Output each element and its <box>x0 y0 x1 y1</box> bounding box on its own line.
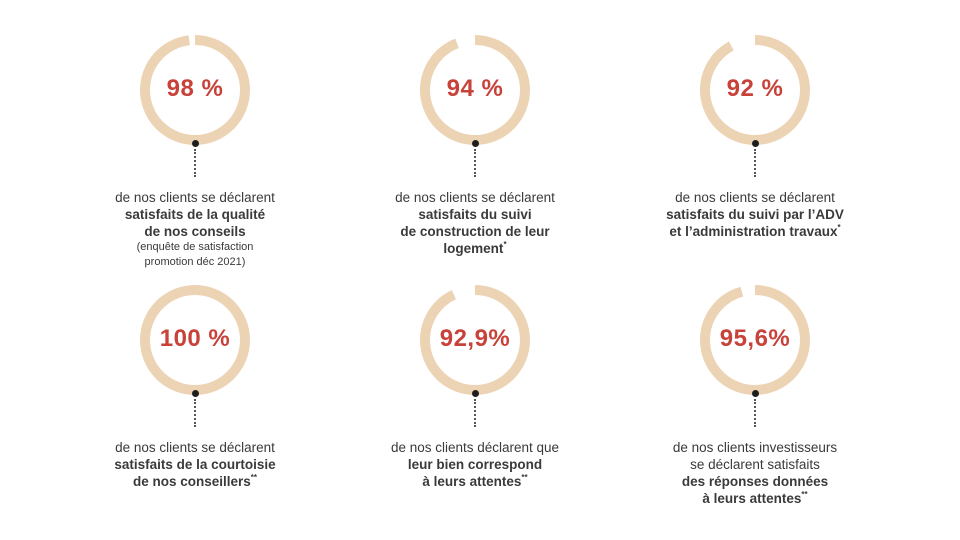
description-text: à leurs attentes <box>702 491 802 506</box>
description-line: et l’administration travaux* <box>605 223 905 240</box>
dotted-connector <box>194 399 196 427</box>
stat-description: de nos clients se déclarent satisfaits du… <box>325 189 625 257</box>
footnote-mark: * <box>837 223 841 232</box>
connector-dot <box>471 390 479 397</box>
description-text: de nos clients se déclarent <box>675 190 835 205</box>
description-line: leur bien correspond <box>325 456 625 473</box>
description-line: se déclarent satisfaits <box>605 456 905 473</box>
description-text: de construction de leur <box>400 224 550 239</box>
description-text: de nos conseillers <box>132 474 251 489</box>
description-line: logement* <box>325 240 625 257</box>
description-text: de nos conseils <box>144 224 246 239</box>
stat-description: de nos clients se déclarent satisfaits de… <box>45 439 345 490</box>
dotted-connector <box>194 149 196 177</box>
description-text: se déclarent satisfaits <box>690 457 820 472</box>
connector-dot <box>191 140 199 147</box>
dotted-connector <box>474 149 476 177</box>
stat-description: de nos clients déclarent que leur bien co… <box>325 439 625 490</box>
description-line: satisfaits de la qualité <box>45 206 345 223</box>
description-line: de nos clients déclarent que <box>325 439 625 456</box>
percent-value: 92,9% <box>439 325 511 352</box>
description-line: satisfaits de la courtoisie <box>45 456 345 473</box>
description-line: de nos clients se déclarent <box>45 439 345 456</box>
dotted-connector <box>754 399 756 427</box>
stat-block: 94 % de nos clients se déclarent satisfait… <box>325 35 625 275</box>
description-line: de nos clients investisseurs <box>605 439 905 456</box>
description-line: de nos clients se déclarent <box>325 189 625 206</box>
connector-dot <box>471 140 479 147</box>
description-text: à leurs attentes <box>422 474 522 489</box>
stat-description: de nos clients se déclarent satisfaits de… <box>45 189 345 270</box>
description-line: à leurs attentes** <box>605 490 905 507</box>
footnote-mark: ** <box>801 490 808 499</box>
survey-note: promotion déc 2021) <box>144 256 246 268</box>
description-line: de nos clients se déclarent <box>45 189 345 206</box>
percent-value: 100 % <box>159 325 231 352</box>
description-text: de nos clients investisseurs <box>672 440 838 455</box>
description-text: de nos clients se déclarent <box>115 190 275 205</box>
percent-value: 92 % <box>726 75 784 102</box>
stat-description: de nos clients se déclarent satisfaits du… <box>605 189 905 240</box>
stat-description: de nos clients investisseurs se déclarent… <box>605 439 905 507</box>
description-text: satisfaits du suivi par l’ADV <box>666 207 844 222</box>
description-text: et l’administration travaux <box>669 224 838 239</box>
connector-dot <box>751 140 759 147</box>
percent-value: 95,6% <box>719 325 791 352</box>
description-text: des réponses données <box>681 474 829 489</box>
description-text: logement <box>443 241 504 256</box>
survey-note: (enquête de satisfaction <box>136 241 254 253</box>
description-text: satisfaits du suivi <box>418 207 532 222</box>
description-line: des réponses données <box>605 473 905 490</box>
description-line: satisfaits du suivi par l’ADV <box>605 206 905 223</box>
footnote-mark: ** <box>250 473 258 482</box>
description-text: de nos clients déclarent que <box>390 440 560 455</box>
description-line: de nos clients se déclarent <box>605 189 905 206</box>
description-line: de nos conseillers** <box>45 473 345 490</box>
description-line: satisfaits du suivi <box>325 206 625 223</box>
stat-block: 92,9% de nos clients déclarent que leur bi… <box>325 285 625 525</box>
description-text: de nos clients se déclarent <box>395 190 555 205</box>
percent-value: 94 % <box>446 75 504 102</box>
footnote-mark: ** <box>521 473 528 482</box>
description-line: de construction de leur <box>325 223 625 240</box>
dotted-connector <box>754 149 756 177</box>
stat-block: 100 % de nos clients se déclarent satisfai… <box>45 285 345 525</box>
description-text: satisfaits de la qualité <box>124 207 266 222</box>
stat-block: 98 % de nos clients se déclarent satisfait… <box>45 35 345 275</box>
description-text: leur bien correspond <box>407 457 543 472</box>
percent-value: 98 % <box>166 75 224 102</box>
connector-dot <box>191 390 199 397</box>
connector-dot <box>751 390 759 397</box>
dotted-connector <box>474 399 476 427</box>
description-text: satisfaits de la courtoisie <box>114 457 276 472</box>
description-text: de nos clients se déclarent <box>115 440 275 455</box>
footnote-mark: * <box>503 240 507 249</box>
description-line: de nos conseils <box>45 223 345 240</box>
description-line: à leurs attentes** <box>325 473 625 490</box>
stat-block: 95,6% de nos clients investisseurs se décl… <box>605 285 905 525</box>
stat-block: 92 % de nos clients se déclarent satisfait… <box>605 35 905 275</box>
